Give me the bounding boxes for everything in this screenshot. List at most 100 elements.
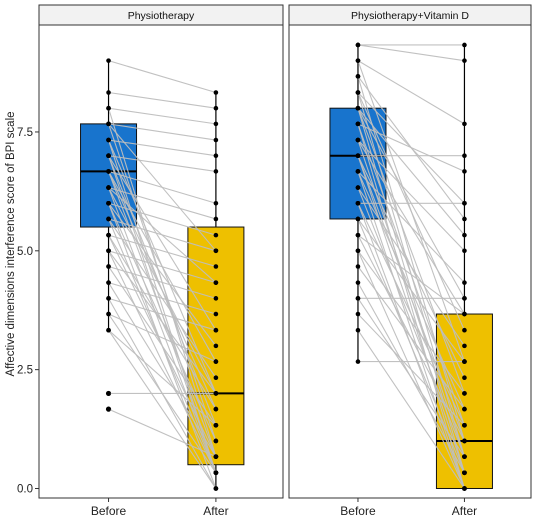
point-before (355, 280, 361, 285)
pair-line (357, 123, 465, 172)
point-before (355, 248, 361, 254)
pair-line (108, 91, 216, 109)
pair-line (108, 297, 217, 331)
point-after (462, 486, 467, 491)
point-before (106, 311, 111, 317)
pair-line (108, 187, 217, 473)
point-after (213, 422, 219, 428)
pair-line (108, 313, 217, 363)
pair-line (108, 60, 217, 94)
point-before (355, 137, 361, 143)
point-after (462, 311, 467, 317)
y-tick-label: 2.5 (17, 365, 33, 377)
point-after (213, 90, 219, 95)
point-after (462, 470, 467, 476)
point-before (355, 42, 361, 48)
x-tick-label: Before (91, 504, 127, 518)
pair-line (357, 171, 465, 284)
pair-line (108, 202, 217, 347)
point-after (213, 296, 219, 301)
point-after (462, 232, 467, 238)
point-before (355, 121, 361, 127)
point-after (213, 121, 219, 127)
point-after (213, 486, 219, 491)
point-after (462, 200, 467, 206)
panel-1: Physiotherapy Before After (38, 4, 284, 518)
panels-layer: Physiotherapy Before After Physiotherapy+Vi… (38, 4, 532, 518)
pair-line (108, 329, 217, 489)
y-tick-label: 0.0 (17, 483, 33, 495)
point-before (106, 121, 111, 127)
point-after (213, 105, 219, 111)
point-after (213, 137, 219, 143)
pair-line (357, 107, 465, 236)
pair-line (108, 139, 216, 157)
pair-line (108, 408, 217, 458)
point-after (462, 121, 467, 127)
point-after (462, 375, 467, 381)
point-after (213, 454, 219, 459)
point-before (355, 264, 361, 269)
point-after (213, 375, 219, 381)
pair-line (108, 187, 217, 394)
point-after (213, 470, 219, 476)
point-after (462, 422, 467, 428)
panel-frame (288, 24, 532, 499)
point-before (106, 264, 111, 269)
pair-line (108, 123, 216, 141)
point-after (213, 232, 219, 238)
point-after (462, 454, 467, 459)
point-after (462, 248, 467, 254)
point-after (462, 153, 467, 159)
point-after (213, 438, 219, 444)
facet-strip-label: Physiotherapy+Vitamin D (351, 10, 469, 22)
y-tick-label: 5.0 (17, 246, 33, 258)
pair-line (357, 298, 465, 457)
point-after (462, 327, 467, 333)
pair-line (108, 234, 217, 268)
pair-line (108, 282, 217, 315)
pair-line (357, 203, 465, 426)
point-after (462, 343, 467, 349)
point-after (462, 359, 467, 364)
point-before (355, 216, 361, 222)
pair-line (357, 329, 465, 489)
point-after (213, 359, 219, 364)
pair-line (357, 60, 465, 125)
pair-line (108, 329, 217, 426)
point-before (355, 58, 361, 63)
point-before (106, 232, 111, 238)
pair-line (108, 107, 216, 125)
pair-line (108, 266, 217, 426)
x-tick-label: After (203, 504, 228, 518)
point-after (462, 406, 467, 412)
pair-line (108, 250, 217, 394)
point-after (462, 280, 467, 285)
facet-strip-label: Physiotherapy (128, 10, 195, 22)
point-after (213, 280, 219, 285)
point-before (106, 280, 111, 285)
point-after (213, 311, 219, 317)
point-before (355, 74, 361, 79)
pair-line (108, 155, 217, 331)
panel-frame (38, 24, 284, 499)
point-after (462, 216, 467, 222)
pair-line (108, 282, 217, 457)
point-before (355, 311, 361, 317)
pair-line (357, 187, 465, 347)
pair-line (357, 44, 465, 62)
pair-line (357, 313, 465, 426)
point-before (106, 169, 111, 174)
pair-line (108, 265, 217, 299)
point-before (106, 327, 111, 333)
point-before (355, 153, 361, 159)
pair-line (108, 202, 217, 236)
pair-line (357, 171, 465, 489)
pair-line (357, 218, 465, 362)
point-after (213, 327, 219, 333)
point-after (462, 391, 467, 396)
x-tick-label: After (452, 504, 477, 518)
point-before (355, 232, 361, 238)
pair-line (357, 139, 465, 252)
